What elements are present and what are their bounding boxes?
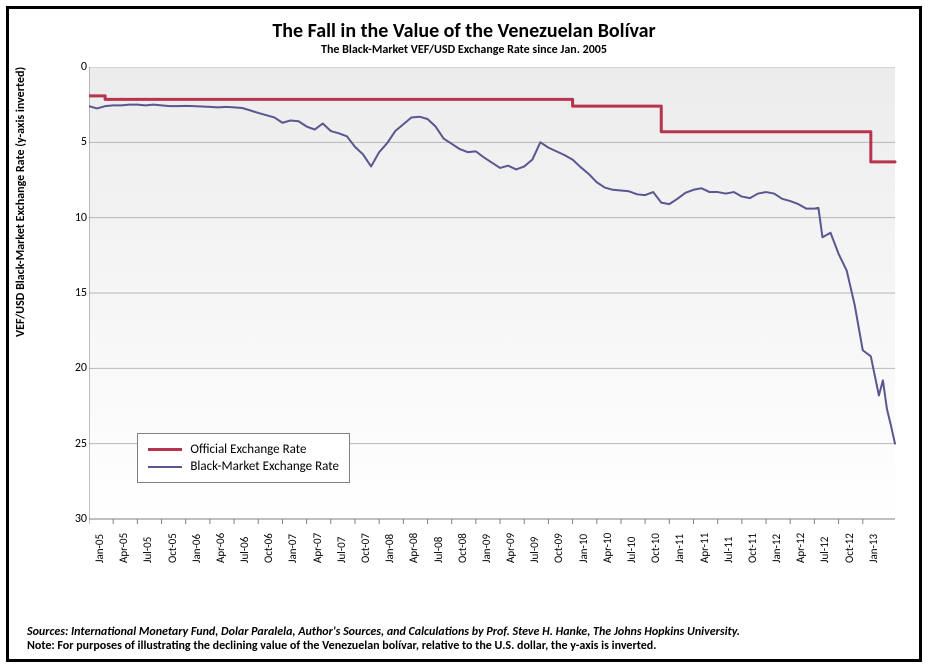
- x-tick-label: Apr-12: [794, 533, 807, 563]
- chart-title: The Fall in the Value of the Venezuelan …: [9, 19, 919, 43]
- y-axis-label: VEF/USD Black-Market Exchange Rate (y-ax…: [14, 67, 28, 337]
- x-tick-label: Jul-11: [722, 537, 735, 563]
- y-tick-label: 20: [57, 361, 87, 375]
- x-tick-label: Apr-08: [407, 533, 420, 563]
- legend-swatch: [148, 448, 182, 451]
- chart-subtitle: The Black-Market VEF/USD Exchange Rate s…: [9, 43, 919, 57]
- title-block: The Fall in the Value of the Venezuelan …: [9, 9, 919, 57]
- x-tick-label: Apr-07: [311, 533, 324, 563]
- x-tick-label: Jan-09: [480, 534, 493, 563]
- x-tick-label: Jan-07: [286, 534, 299, 563]
- x-tick-label: Jul-07: [335, 537, 348, 563]
- x-tick-label: Jul-12: [818, 537, 831, 563]
- legend-swatch: [148, 466, 182, 468]
- note-text: Note: For purposes of illustrating the d…: [27, 639, 907, 653]
- x-tick-label: Jan-10: [577, 534, 590, 563]
- chart-svg: [89, 67, 901, 567]
- chart-footer: Sources: International Monetary Fund, Do…: [27, 625, 907, 653]
- x-tick-label: Jul-09: [528, 537, 541, 563]
- plot-area: [89, 67, 901, 567]
- legend-label: Official Exchange Rate: [190, 442, 306, 457]
- x-tick-label: Jan-05: [93, 534, 106, 563]
- x-tick-label: Jul-08: [432, 537, 445, 563]
- chart-area: VEF/USD Black-Market Exchange Rate (y-ax…: [27, 67, 907, 609]
- x-tick-label: Apr-09: [504, 533, 517, 563]
- legend-item: Black-Market Exchange Rate: [148, 459, 339, 474]
- x-tick-label: Oct-05: [166, 533, 179, 563]
- y-tick-label: 25: [57, 437, 87, 451]
- x-tick-label: Jan-12: [770, 534, 783, 563]
- y-tick-label: 5: [57, 135, 87, 149]
- x-tick-label: Oct-09: [552, 533, 565, 563]
- x-tick-label: Apr-10: [601, 533, 614, 563]
- x-tick-label: Jan-08: [383, 534, 396, 563]
- x-tick-label: Oct-06: [262, 533, 275, 563]
- x-tick-label: Oct-12: [843, 533, 856, 563]
- y-tick-label: 15: [57, 286, 87, 300]
- sources-text: Sources: International Monetary Fund, Do…: [27, 625, 907, 639]
- x-tick-label: Jul-06: [238, 537, 251, 563]
- x-tick-label: Jan-11: [673, 534, 686, 563]
- x-tick-label: Apr-05: [117, 533, 130, 563]
- x-tick-label: Jan-13: [867, 534, 880, 563]
- x-tick-label: Apr-06: [214, 533, 227, 563]
- y-tick-label: 30: [57, 512, 87, 526]
- x-tick-label: Jan-06: [190, 534, 203, 563]
- legend-item: Official Exchange Rate: [148, 442, 339, 457]
- y-tick-label: 10: [57, 211, 87, 225]
- x-tick-label: Jul-10: [625, 537, 638, 563]
- x-tick-label: Oct-11: [746, 533, 759, 563]
- chart-frame: The Fall in the Value of the Venezuelan …: [6, 6, 922, 662]
- x-tick-label: Oct-10: [649, 533, 662, 563]
- x-tick-label: Jul-05: [141, 537, 154, 563]
- legend: Official Exchange Rate Black-Market Excha…: [137, 433, 350, 483]
- y-tick-label: 0: [57, 60, 87, 74]
- legend-label: Black-Market Exchange Rate: [190, 459, 339, 474]
- x-tick-label: Apr-11: [698, 533, 711, 563]
- x-tick-label: Oct-07: [359, 533, 372, 563]
- x-tick-label: Oct-08: [456, 533, 469, 563]
